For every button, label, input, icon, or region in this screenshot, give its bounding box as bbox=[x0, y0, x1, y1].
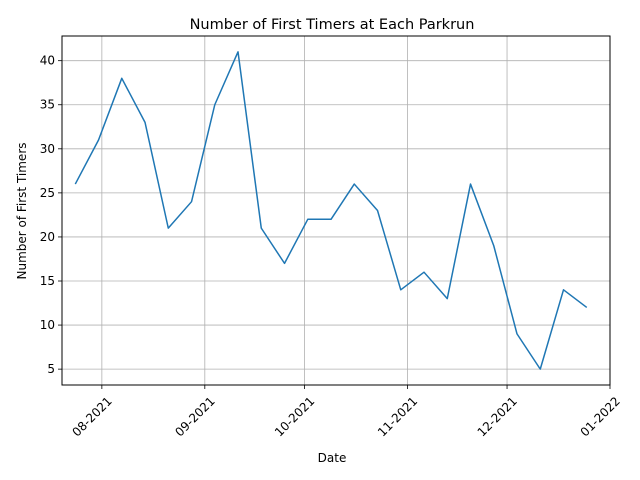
y-tick-label: 10 bbox=[40, 318, 55, 332]
grid-lines bbox=[62, 36, 611, 385]
y-tick-label: 5 bbox=[47, 362, 55, 376]
y-tick-label: 40 bbox=[40, 54, 55, 68]
y-axis-label: Number of First Timers bbox=[15, 142, 29, 279]
series-line bbox=[74, 51, 588, 370]
series-layer bbox=[74, 51, 588, 370]
y-tick-label: 15 bbox=[40, 274, 55, 288]
y-tick-label: 35 bbox=[40, 98, 55, 112]
x-axis-label: Date bbox=[318, 451, 347, 465]
y-tick-label: 30 bbox=[40, 142, 55, 156]
plot-frame bbox=[61, 35, 611, 386]
y-tick-label: 20 bbox=[40, 230, 55, 244]
chart-title: Number of First Timers at Each Parkrun bbox=[190, 17, 475, 33]
y-tick-label: 25 bbox=[40, 186, 55, 200]
